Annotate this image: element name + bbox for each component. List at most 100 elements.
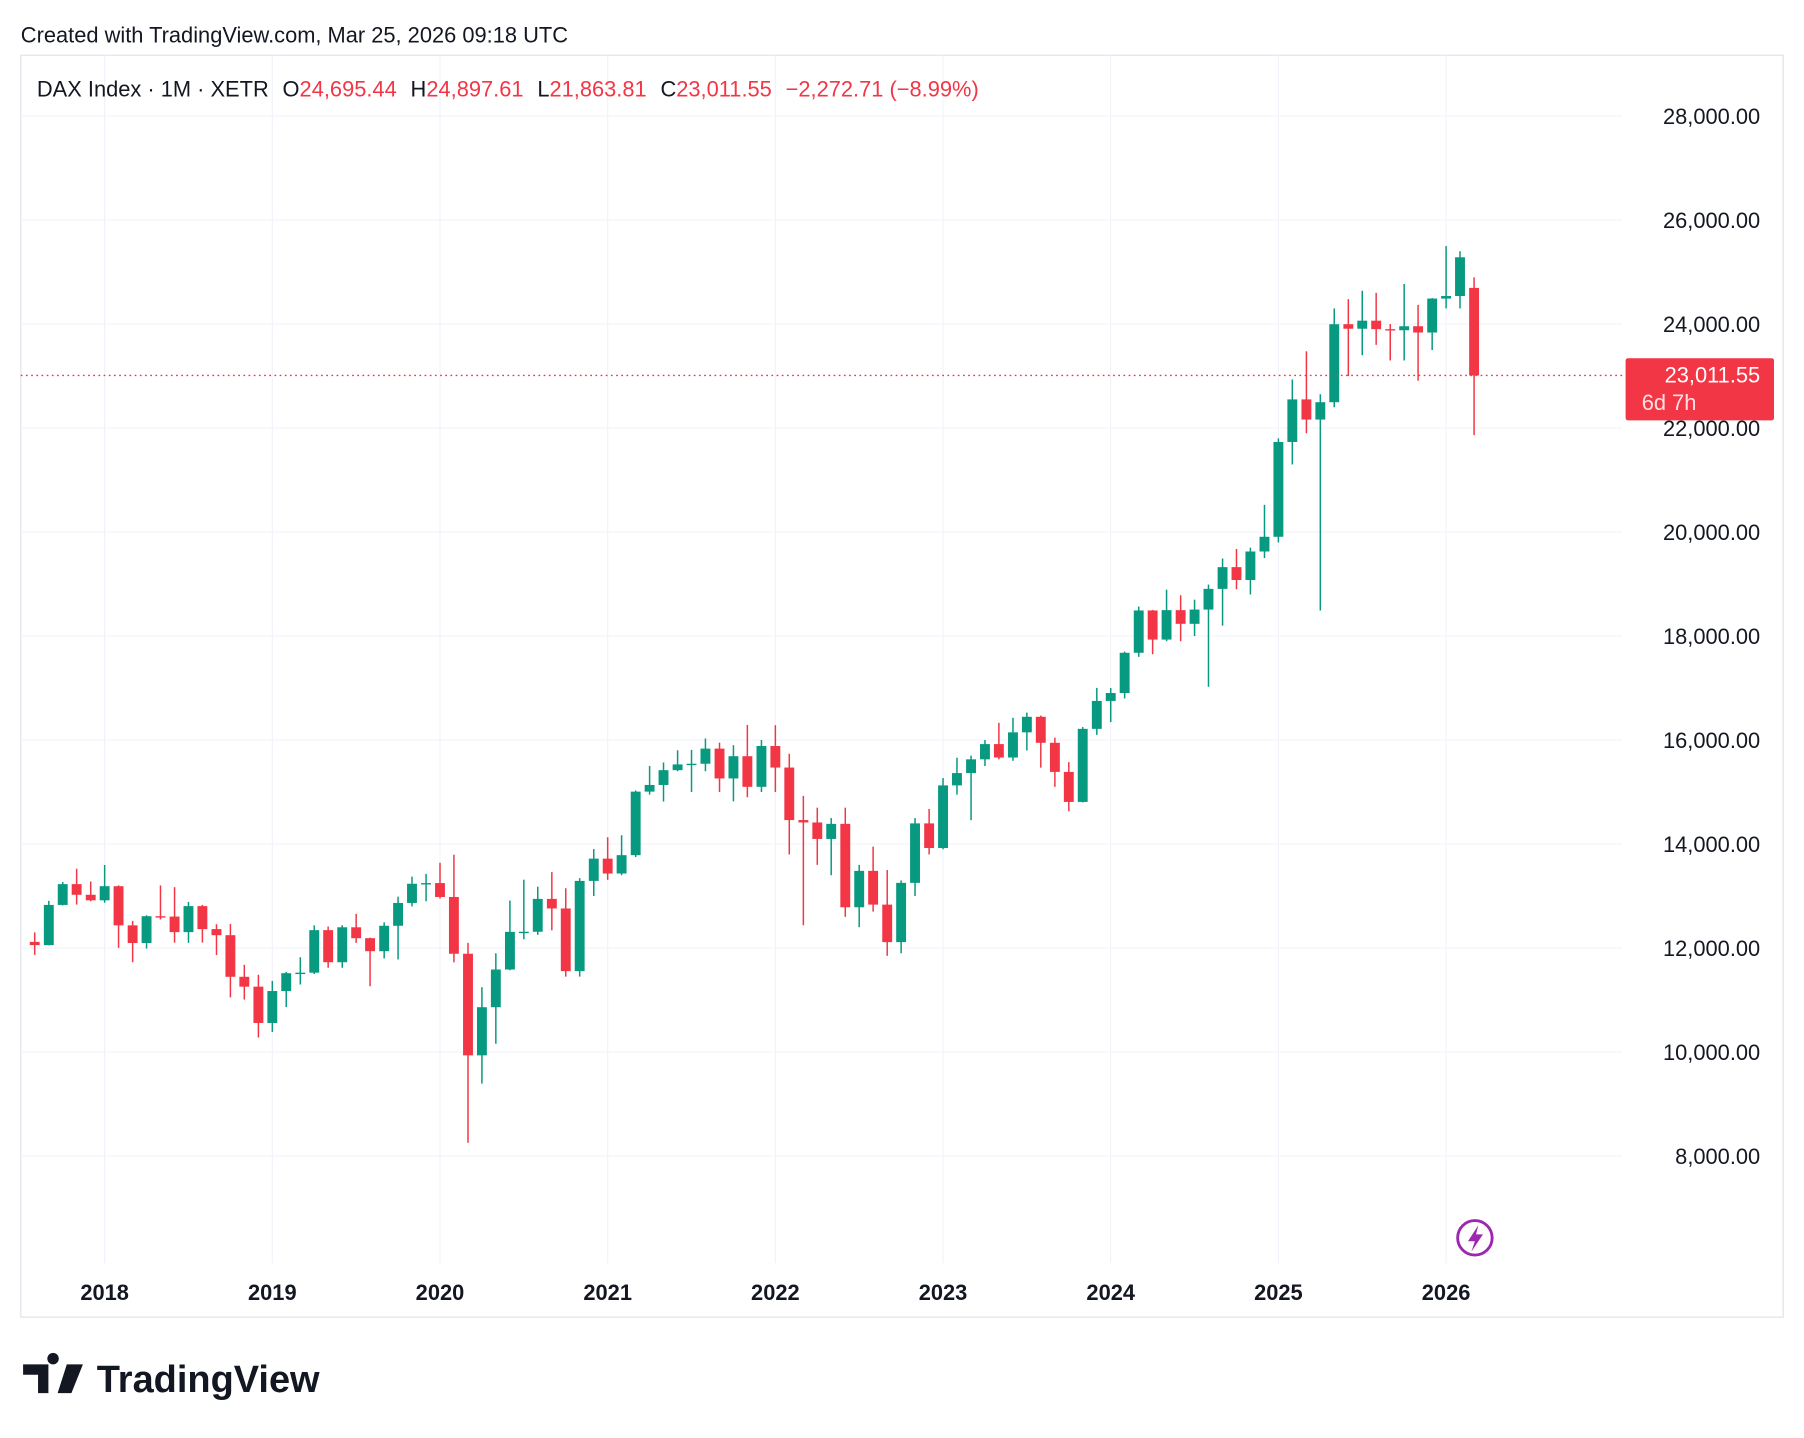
candle-body [1105, 693, 1116, 701]
logo-icon [23, 1352, 83, 1394]
x-tick-label: 2023 [919, 1280, 968, 1305]
candle-body [700, 748, 711, 764]
y-tick-label: 10,000.00 [1663, 1040, 1760, 1065]
candle-body [1245, 551, 1256, 580]
y-tick-label: 18,000.00 [1663, 624, 1760, 649]
candle-body [1273, 441, 1284, 537]
candle-body [1371, 320, 1382, 330]
candle-body [239, 976, 250, 987]
candle-body [1343, 324, 1354, 329]
candle-body [1441, 296, 1452, 299]
countdown-label: 6d 7h [1642, 390, 1697, 415]
x-tick-label: 2019 [248, 1280, 297, 1305]
candle-body [99, 886, 110, 901]
y-tick-label: 8,000.00 [1675, 1144, 1760, 1169]
candle-body [770, 746, 781, 768]
candle-body [798, 820, 809, 823]
candle-body [1385, 329, 1396, 331]
candle-body [1217, 567, 1228, 589]
candle-body [169, 916, 180, 933]
candle-body [924, 823, 935, 848]
candle-body [952, 773, 962, 786]
candle-body [1063, 771, 1074, 802]
candle-body [574, 880, 585, 972]
candle-body [448, 896, 459, 954]
candle-body [588, 858, 599, 881]
candle-body [85, 894, 96, 901]
candle-body [379, 925, 390, 952]
candle-body [351, 927, 362, 939]
grid [20, 55, 1623, 1264]
candle-body [281, 973, 292, 992]
x-tick-label: 2020 [416, 1280, 465, 1305]
candle-body [1049, 742, 1060, 772]
y-tick-label: 16,000.00 [1663, 728, 1760, 753]
candle-body [518, 931, 529, 934]
candle-body [323, 930, 334, 963]
candles [29, 246, 1480, 1143]
candle-body [1357, 320, 1368, 329]
candle-body [1231, 567, 1242, 580]
candle-body [910, 823, 920, 883]
low-value: 21,863.81 [549, 77, 646, 102]
candle-body [756, 746, 767, 787]
close-value: 23,011.55 [676, 77, 772, 102]
candle-body [1203, 588, 1214, 610]
candle-body [1119, 652, 1130, 694]
candle-body [421, 883, 432, 885]
candle-body [504, 931, 515, 970]
x-tick-label: 2026 [1422, 1280, 1471, 1305]
candle-body [1189, 609, 1200, 624]
x-tick-label: 2025 [1254, 1280, 1303, 1305]
candle-body [1035, 716, 1046, 743]
candle-body [435, 883, 445, 897]
candle-body [1287, 399, 1298, 442]
candle-body [868, 870, 879, 905]
candle-body [211, 929, 222, 936]
candle-body [365, 938, 376, 952]
candle-body [686, 763, 697, 766]
candle-body [1175, 610, 1186, 624]
candle-body [1008, 732, 1018, 758]
price-label-box [1625, 358, 1775, 421]
candle-body [714, 748, 725, 779]
candle-body [938, 785, 948, 848]
candle-body [1091, 700, 1102, 729]
candle-body [1133, 610, 1144, 653]
candle-body [672, 764, 683, 771]
lightning-icon[interactable] [1456, 1219, 1494, 1257]
candle-body [1021, 716, 1032, 733]
candle-body [463, 953, 473, 1056]
logo: TradingView [23, 1352, 320, 1401]
o-label: O [283, 77, 300, 102]
candle-body [407, 883, 417, 903]
candle-body [616, 855, 627, 874]
candle-body [197, 906, 208, 930]
candle-body [1455, 257, 1465, 297]
candle-body [1315, 402, 1326, 420]
candle-body [658, 770, 669, 785]
candle-body [1399, 326, 1410, 331]
y-tick-label: 14,000.00 [1663, 832, 1760, 857]
candle-body [630, 791, 641, 856]
candle-body [896, 882, 907, 943]
candle-body [309, 930, 320, 973]
candle-body [127, 925, 138, 943]
candle-body [742, 756, 753, 787]
price-label: 23,011.55 [1665, 362, 1761, 387]
candle-body [295, 972, 306, 975]
logo-text: TradingView [97, 1359, 320, 1401]
x-tick-label: 2021 [583, 1280, 632, 1305]
candle-body [183, 906, 194, 933]
candle-body [784, 767, 795, 821]
y-tick-label: 24,000.00 [1663, 312, 1760, 337]
candle-body [1413, 326, 1424, 333]
candle-body [602, 858, 613, 874]
candle-body [476, 1007, 487, 1056]
change: −2,272.71 (−8.99%) [786, 77, 979, 102]
candle-body [1077, 728, 1088, 802]
candle-body [1427, 298, 1438, 333]
x-tick-label: 2022 [751, 1280, 800, 1305]
